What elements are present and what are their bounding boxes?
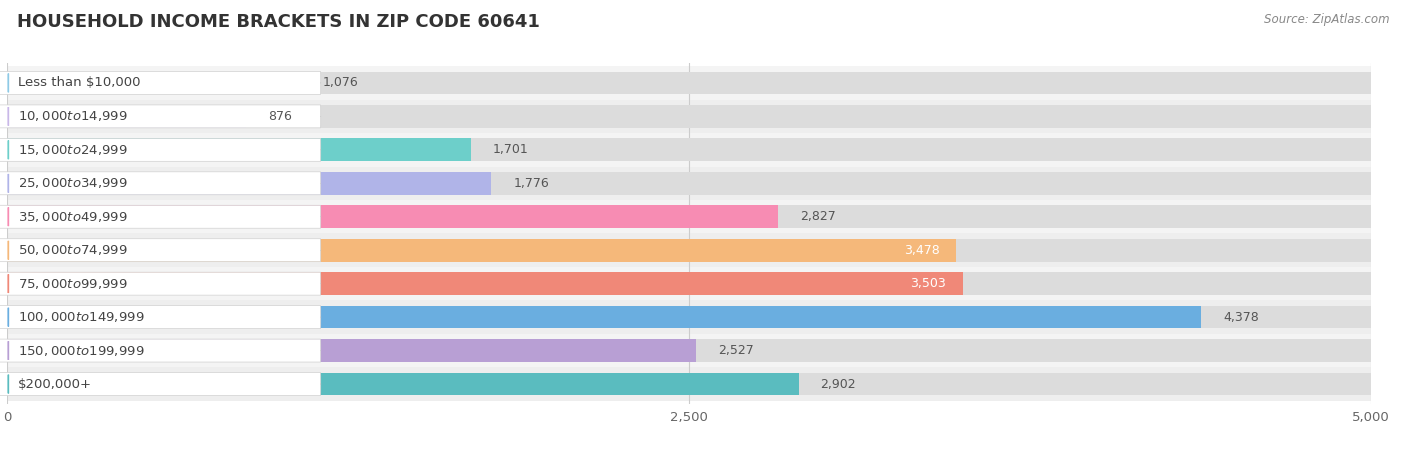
Text: $150,000 to $199,999: $150,000 to $199,999 bbox=[18, 343, 145, 357]
Text: 2,827: 2,827 bbox=[800, 210, 835, 223]
Text: 1,701: 1,701 bbox=[494, 143, 529, 156]
Text: 3,478: 3,478 bbox=[904, 244, 939, 257]
Bar bbox=[7, 66, 1371, 100]
Bar bbox=[7, 339, 696, 362]
Bar bbox=[7, 100, 1371, 133]
Text: $50,000 to $74,999: $50,000 to $74,999 bbox=[18, 243, 128, 257]
FancyBboxPatch shape bbox=[0, 239, 321, 262]
Bar bbox=[7, 239, 1371, 262]
FancyBboxPatch shape bbox=[0, 71, 321, 94]
Text: $200,000+: $200,000+ bbox=[18, 378, 91, 391]
Bar bbox=[7, 306, 1371, 329]
Text: $35,000 to $49,999: $35,000 to $49,999 bbox=[18, 210, 128, 224]
Text: Less than $10,000: Less than $10,000 bbox=[18, 76, 141, 89]
Bar bbox=[7, 272, 963, 295]
Text: $75,000 to $99,999: $75,000 to $99,999 bbox=[18, 277, 128, 291]
Text: 2,902: 2,902 bbox=[821, 378, 856, 391]
Bar bbox=[7, 205, 778, 228]
Text: $10,000 to $14,999: $10,000 to $14,999 bbox=[18, 110, 128, 123]
Bar bbox=[7, 373, 799, 396]
Bar bbox=[7, 133, 1371, 167]
FancyBboxPatch shape bbox=[0, 339, 321, 362]
Text: HOUSEHOLD INCOME BRACKETS IN ZIP CODE 60641: HOUSEHOLD INCOME BRACKETS IN ZIP CODE 60… bbox=[17, 13, 540, 31]
FancyBboxPatch shape bbox=[0, 138, 321, 161]
Bar bbox=[7, 373, 1371, 396]
Text: 4,378: 4,378 bbox=[1223, 311, 1258, 324]
Bar bbox=[7, 71, 301, 94]
Text: 876: 876 bbox=[267, 110, 291, 123]
Bar bbox=[7, 233, 1371, 267]
Bar bbox=[7, 367, 1371, 401]
Text: Source: ZipAtlas.com: Source: ZipAtlas.com bbox=[1264, 13, 1389, 26]
Bar bbox=[7, 138, 1371, 161]
Bar bbox=[7, 105, 1371, 128]
Text: $25,000 to $34,999: $25,000 to $34,999 bbox=[18, 176, 128, 190]
Text: $15,000 to $24,999: $15,000 to $24,999 bbox=[18, 143, 128, 157]
Text: 1,776: 1,776 bbox=[513, 177, 548, 190]
Bar bbox=[7, 172, 492, 195]
Bar bbox=[7, 71, 1371, 94]
Bar bbox=[7, 200, 1371, 233]
FancyBboxPatch shape bbox=[0, 306, 321, 329]
FancyBboxPatch shape bbox=[0, 105, 321, 128]
Text: $100,000 to $149,999: $100,000 to $149,999 bbox=[18, 310, 145, 324]
Bar bbox=[7, 267, 1371, 300]
Bar bbox=[7, 306, 1201, 329]
FancyBboxPatch shape bbox=[0, 272, 321, 295]
Text: 3,503: 3,503 bbox=[911, 277, 946, 290]
Bar bbox=[7, 339, 1371, 362]
FancyBboxPatch shape bbox=[0, 373, 321, 396]
FancyBboxPatch shape bbox=[0, 205, 321, 228]
Bar bbox=[7, 300, 1371, 334]
Bar bbox=[7, 239, 956, 262]
Text: 2,527: 2,527 bbox=[718, 344, 754, 357]
Bar bbox=[7, 272, 1371, 295]
Bar bbox=[7, 105, 246, 128]
Text: 1,076: 1,076 bbox=[322, 76, 359, 89]
Bar bbox=[7, 205, 1371, 228]
Bar bbox=[7, 167, 1371, 200]
Bar bbox=[7, 138, 471, 161]
FancyBboxPatch shape bbox=[0, 172, 321, 195]
Bar bbox=[7, 172, 1371, 195]
Bar bbox=[7, 334, 1371, 367]
